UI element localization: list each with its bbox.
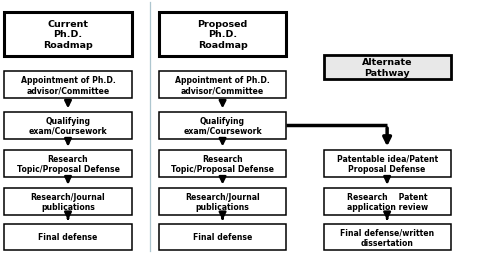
Text: Final defense: Final defense bbox=[193, 232, 252, 241]
Text: Research    Patent
application review: Research Patent application review bbox=[346, 192, 428, 211]
Text: Research
Topic/Proposal Defense: Research Topic/Proposal Defense bbox=[171, 154, 274, 173]
Text: Proposed
Ph.D.
Roadmap: Proposed Ph.D. Roadmap bbox=[198, 20, 248, 50]
FancyBboxPatch shape bbox=[159, 113, 286, 139]
FancyBboxPatch shape bbox=[4, 224, 132, 250]
FancyBboxPatch shape bbox=[159, 72, 286, 99]
FancyBboxPatch shape bbox=[159, 224, 286, 250]
Text: Research/Journal
publications: Research/Journal publications bbox=[30, 192, 106, 211]
FancyBboxPatch shape bbox=[4, 113, 132, 139]
Text: Appointment of Ph.D.
advisor/Committee: Appointment of Ph.D. advisor/Committee bbox=[175, 76, 270, 95]
Text: Final defense/written
dissertation: Final defense/written dissertation bbox=[340, 227, 434, 247]
Text: Final defense: Final defense bbox=[38, 232, 98, 241]
Text: Current
Ph.D.
Roadmap: Current Ph.D. Roadmap bbox=[43, 20, 93, 50]
Text: Appointment of Ph.D.
advisor/Committee: Appointment of Ph.D. advisor/Committee bbox=[20, 76, 116, 95]
FancyBboxPatch shape bbox=[4, 188, 132, 215]
Text: Research
Topic/Proposal Defense: Research Topic/Proposal Defense bbox=[16, 154, 120, 173]
FancyBboxPatch shape bbox=[4, 13, 132, 57]
FancyBboxPatch shape bbox=[324, 150, 450, 177]
Text: Alternate
Pathway: Alternate Pathway bbox=[362, 58, 412, 77]
FancyBboxPatch shape bbox=[159, 150, 286, 177]
FancyBboxPatch shape bbox=[4, 150, 132, 177]
Text: Research/Journal
publications: Research/Journal publications bbox=[185, 192, 260, 211]
FancyBboxPatch shape bbox=[159, 13, 286, 57]
FancyBboxPatch shape bbox=[324, 188, 450, 215]
FancyBboxPatch shape bbox=[4, 72, 132, 99]
FancyBboxPatch shape bbox=[324, 56, 450, 80]
Text: Patentable idea/Patent
Proposal Defense: Patentable idea/Patent Proposal Defense bbox=[336, 154, 438, 173]
FancyBboxPatch shape bbox=[159, 188, 286, 215]
FancyBboxPatch shape bbox=[324, 224, 450, 250]
Text: Qualifying
exam/Coursework: Qualifying exam/Coursework bbox=[28, 116, 108, 135]
Text: Qualifying
exam/Coursework: Qualifying exam/Coursework bbox=[184, 116, 262, 135]
